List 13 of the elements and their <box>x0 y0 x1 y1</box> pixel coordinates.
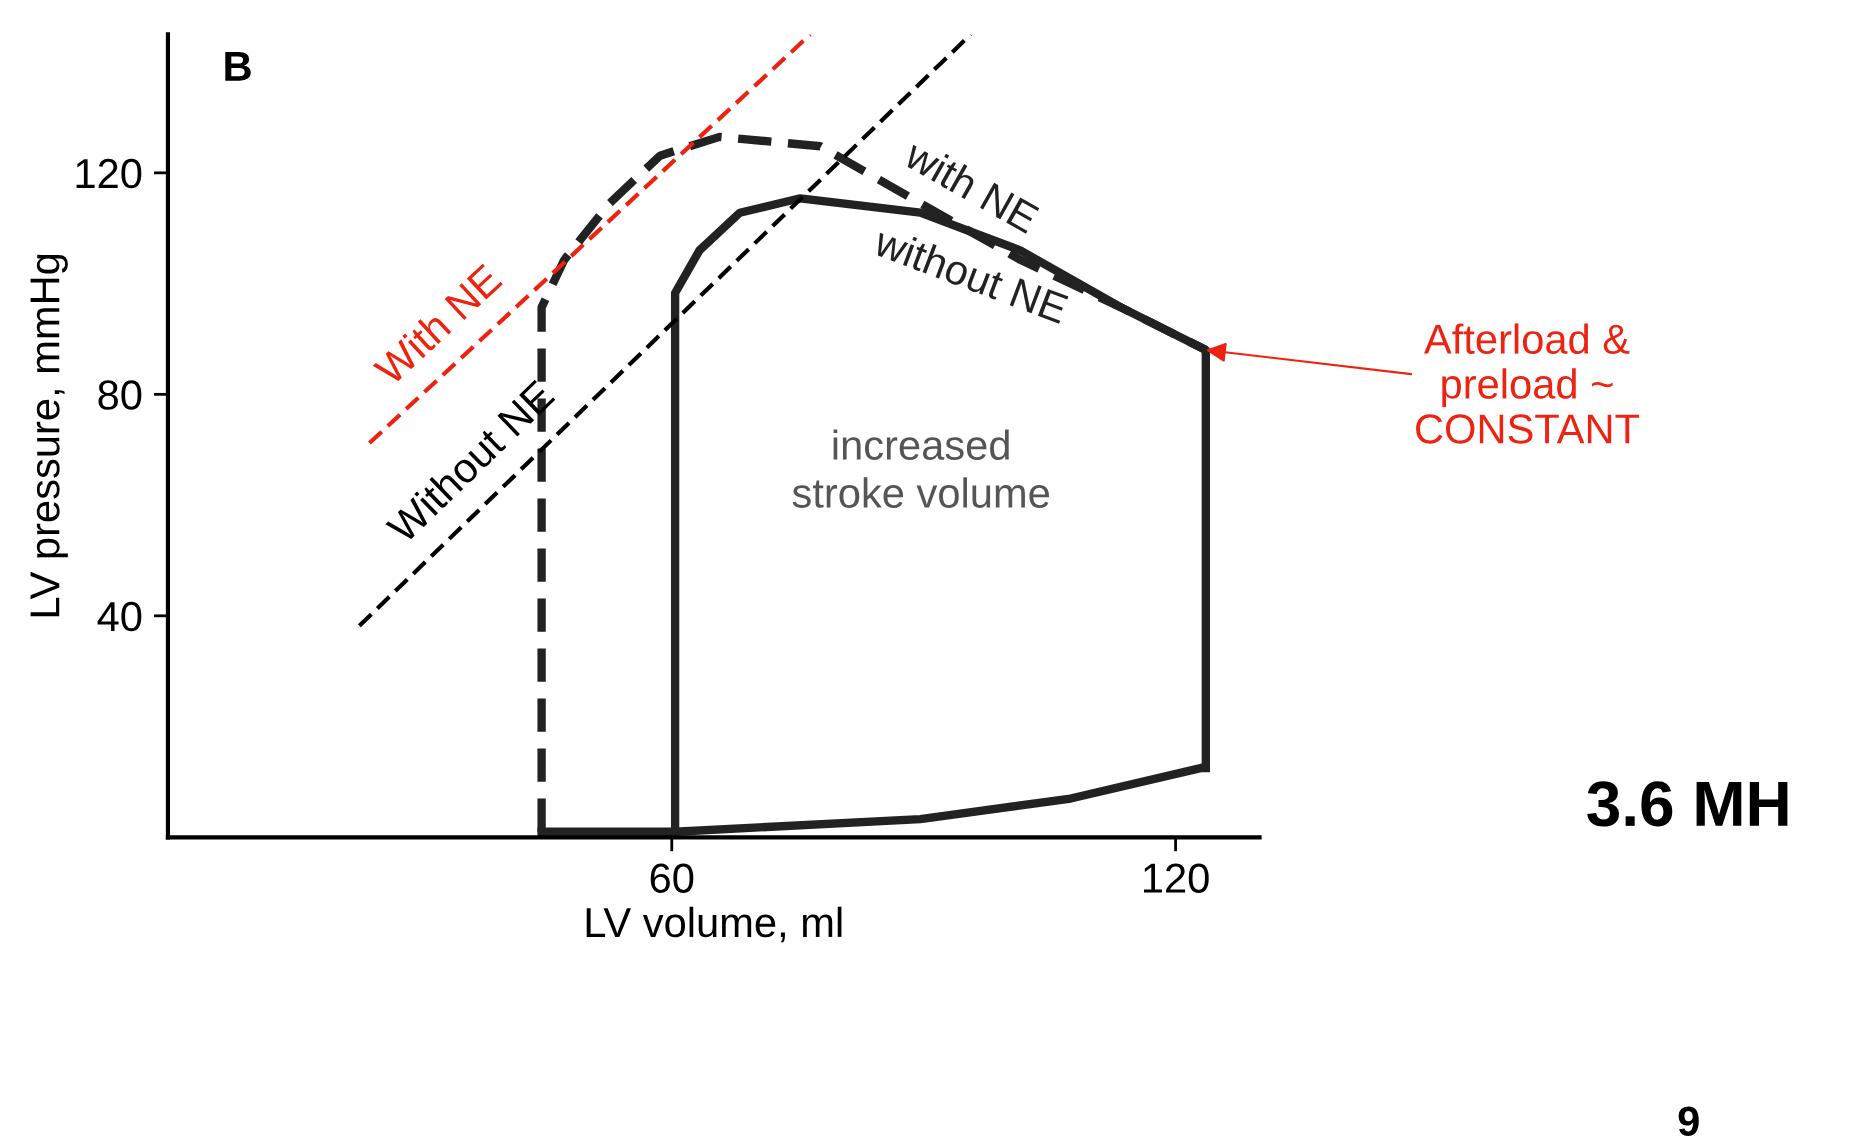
x-axis-title: LV volume, ml <box>586 906 842 943</box>
x-tick-label: 60 <box>650 863 694 893</box>
text: 9 <box>1678 1106 1699 1136</box>
y-tick-label: 80 <box>98 380 142 410</box>
y-axis-title: LV pressure, mmHg <box>30 254 68 617</box>
y-tick-label: 40 <box>97 601 142 632</box>
annotation: Afterload & preload ~ CONSTANT <box>1416 323 1640 444</box>
annotation: increased stroke volume <box>792 429 1049 508</box>
text: with NE <box>902 137 1041 234</box>
y-tick-label: 120 <box>76 158 142 189</box>
text: With NE <box>371 262 504 387</box>
text: 3.6 MH <box>1587 781 1788 827</box>
annotation: B <box>225 52 251 81</box>
